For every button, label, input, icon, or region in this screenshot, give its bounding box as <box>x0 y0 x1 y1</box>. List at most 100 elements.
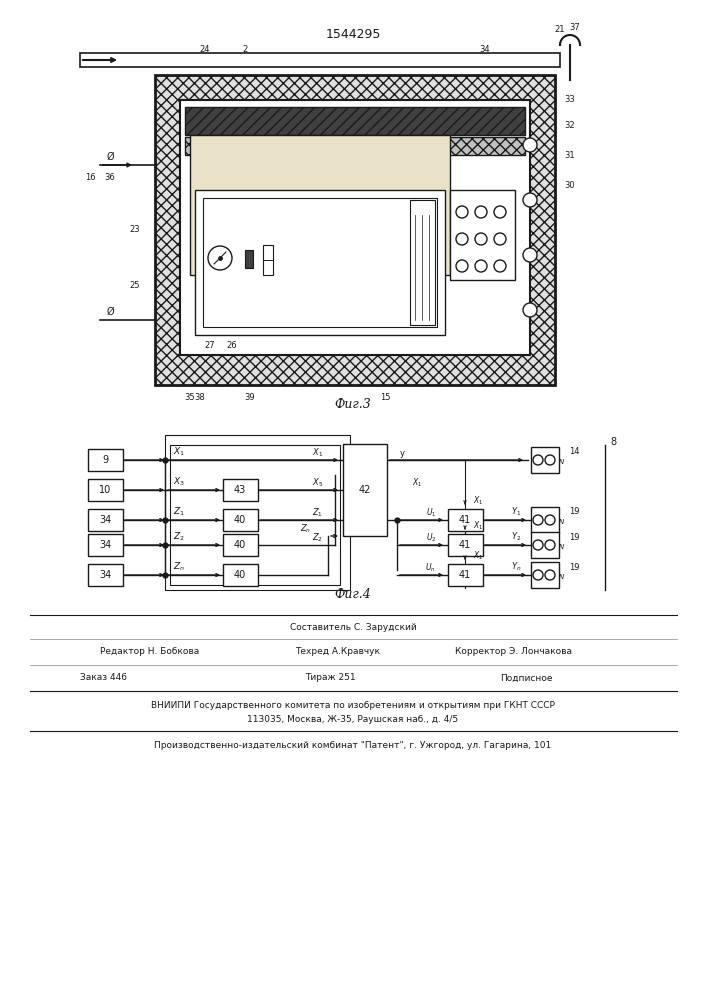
Text: $Y_n$: $Y_n$ <box>510 561 521 573</box>
Bar <box>223 479 258 501</box>
Text: 41: 41 <box>459 540 471 550</box>
Text: 26: 26 <box>227 340 238 350</box>
Bar <box>165 435 350 590</box>
Text: N: N <box>559 519 563 525</box>
Bar <box>448 534 483 556</box>
Text: 40: 40 <box>234 570 246 580</box>
Text: Ø: Ø <box>106 152 114 162</box>
Text: $X_1$: $X_1$ <box>473 520 484 532</box>
Text: 31: 31 <box>565 150 575 159</box>
Text: 42: 42 <box>359 485 371 495</box>
Text: 40: 40 <box>234 515 246 525</box>
Bar <box>88 564 123 586</box>
Bar <box>180 100 530 355</box>
Text: 34: 34 <box>99 515 111 525</box>
Text: ВНИИПИ Государственного комитета по изобретениям и открытиям при ГКНТ СССР: ВНИИПИ Государственного комитета по изоб… <box>151 702 555 710</box>
Text: 30: 30 <box>565 180 575 190</box>
Bar <box>223 564 258 586</box>
Text: 24: 24 <box>200 45 210 54</box>
Text: $Z_2$: $Z_2$ <box>173 531 185 543</box>
Text: 1544295: 1544295 <box>325 28 380 41</box>
Text: 36: 36 <box>105 172 115 182</box>
Text: 10: 10 <box>99 485 111 495</box>
Text: 41: 41 <box>459 515 471 525</box>
Bar <box>531 532 559 558</box>
Text: $X_1$: $X_1$ <box>312 447 323 459</box>
Text: $X_1$: $X_1$ <box>473 495 484 507</box>
Text: 19: 19 <box>569 508 580 516</box>
Text: $Z_1$: $Z_1$ <box>312 507 323 519</box>
Bar <box>245 250 253 268</box>
Text: 34: 34 <box>99 540 111 550</box>
Text: $X_1$: $X_1$ <box>173 446 185 458</box>
Text: 113035, Москва, Ж-35, Раушская наб., д. 4/5: 113035, Москва, Ж-35, Раушская наб., д. … <box>247 714 459 724</box>
Text: 16: 16 <box>85 172 95 182</box>
Text: $Z_n$: $Z_n$ <box>300 523 311 535</box>
Bar <box>185 107 525 135</box>
Bar <box>88 479 123 501</box>
Text: Техред А.Кравчук: Техред А.Кравчук <box>295 648 380 656</box>
Bar <box>88 534 123 556</box>
Bar <box>223 509 258 531</box>
Text: Подписное: Подписное <box>500 674 552 682</box>
Bar <box>80 53 560 67</box>
Bar <box>185 137 525 155</box>
Text: Фиг.4: Фиг.4 <box>334 588 371 601</box>
Text: 2: 2 <box>243 45 247 54</box>
Text: Редактор Н. Бобкова: Редактор Н. Бобкова <box>100 648 199 656</box>
Text: Корректор Э. Лончакова: Корректор Э. Лончакова <box>455 648 572 656</box>
Text: 33: 33 <box>565 96 575 104</box>
Text: 23: 23 <box>129 226 140 234</box>
Text: 39: 39 <box>245 392 255 401</box>
Text: 29: 29 <box>280 178 291 186</box>
Text: N: N <box>559 459 563 465</box>
Text: N: N <box>559 574 563 580</box>
Text: $X_1$: $X_1$ <box>411 477 422 489</box>
Text: $Y_1$: $Y_1$ <box>510 506 521 518</box>
Text: 21: 21 <box>555 25 566 34</box>
Circle shape <box>523 193 537 207</box>
Circle shape <box>523 248 537 262</box>
Bar <box>410 200 435 325</box>
Text: 35: 35 <box>185 392 195 401</box>
Bar <box>88 509 123 531</box>
Bar <box>170 445 340 585</box>
Text: 15: 15 <box>380 392 390 401</box>
Text: 32: 32 <box>565 120 575 129</box>
Text: $U_1$: $U_1$ <box>426 507 436 519</box>
Text: y: y <box>399 448 404 458</box>
Text: 43: 43 <box>234 485 246 495</box>
Text: 34: 34 <box>479 45 491 54</box>
Text: 19: 19 <box>569 532 580 542</box>
Bar <box>203 198 437 327</box>
Text: Ø: Ø <box>106 307 114 317</box>
Text: $X_5$: $X_5$ <box>312 477 323 489</box>
Text: 9: 9 <box>102 455 108 465</box>
Text: 25: 25 <box>130 280 140 290</box>
Text: $X_1$: $X_1$ <box>473 550 484 562</box>
Text: 40: 40 <box>234 540 246 550</box>
Bar <box>448 564 483 586</box>
Text: 34: 34 <box>99 570 111 580</box>
Text: 37: 37 <box>570 23 580 32</box>
Text: $Y_2$: $Y_2$ <box>510 531 521 543</box>
Text: 8: 8 <box>610 437 616 447</box>
Text: 38: 38 <box>194 392 205 401</box>
Text: $U_2$: $U_2$ <box>426 532 436 544</box>
Text: $Z_1$: $Z_1$ <box>173 506 185 518</box>
Text: Фиг.3: Фиг.3 <box>334 398 371 412</box>
Text: 27: 27 <box>205 340 216 350</box>
Bar <box>195 190 445 335</box>
Text: 19: 19 <box>569 562 580 572</box>
Bar <box>531 447 559 473</box>
Bar <box>223 534 258 556</box>
Text: $Z_n$: $Z_n$ <box>173 561 185 573</box>
Text: 41: 41 <box>459 570 471 580</box>
Text: Тираж 251: Тираж 251 <box>305 674 356 682</box>
Text: $X_3$: $X_3$ <box>173 476 185 488</box>
Text: Составитель С. Зарудский: Составитель С. Зарудский <box>290 622 416 632</box>
Circle shape <box>523 138 537 152</box>
Text: $Z_2$: $Z_2$ <box>312 532 323 544</box>
Circle shape <box>523 303 537 317</box>
Bar <box>190 135 450 275</box>
